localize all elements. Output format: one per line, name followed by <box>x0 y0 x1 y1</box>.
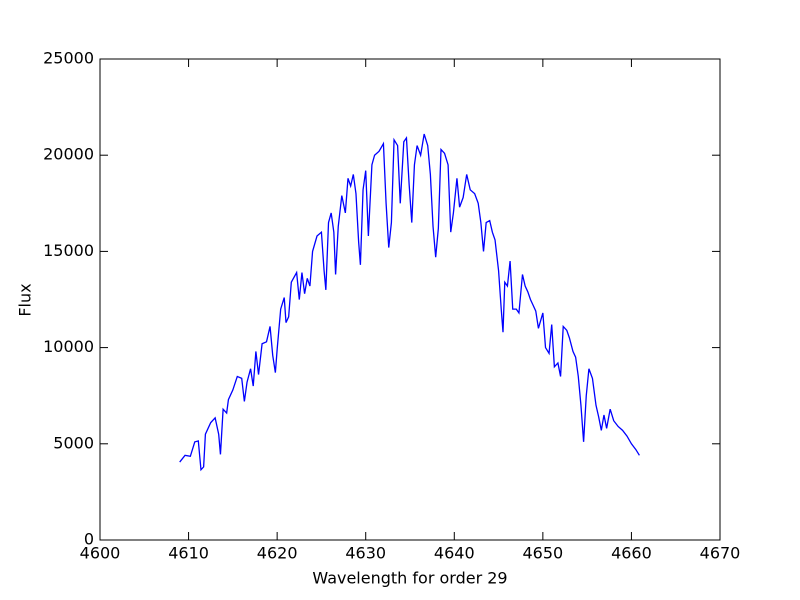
y-tick-label: 25000 <box>43 49 94 68</box>
x-tick-label: 4630 <box>345 544 386 563</box>
x-tick-label: 4660 <box>611 544 652 563</box>
y-tick-label: 5000 <box>53 433 94 452</box>
y-tick-label: 0 <box>84 530 94 549</box>
plot-frame <box>99 58 721 541</box>
y-tick-label: 20000 <box>43 145 94 164</box>
y-tick-label: 10000 <box>43 337 94 356</box>
x-tick-label: 4600 <box>80 544 121 563</box>
x-tick-label: 4620 <box>257 544 298 563</box>
x-tick-label: 4640 <box>434 544 475 563</box>
x-tick-label: 4670 <box>700 544 741 563</box>
y-axis-label: Flux <box>16 283 35 316</box>
y-tick-label: 15000 <box>43 241 94 260</box>
x-tick-label: 4650 <box>522 544 563 563</box>
x-axis-label: Wavelength for order 29 <box>312 569 507 588</box>
x-tick-label: 4610 <box>168 544 209 563</box>
data-line <box>179 133 640 472</box>
